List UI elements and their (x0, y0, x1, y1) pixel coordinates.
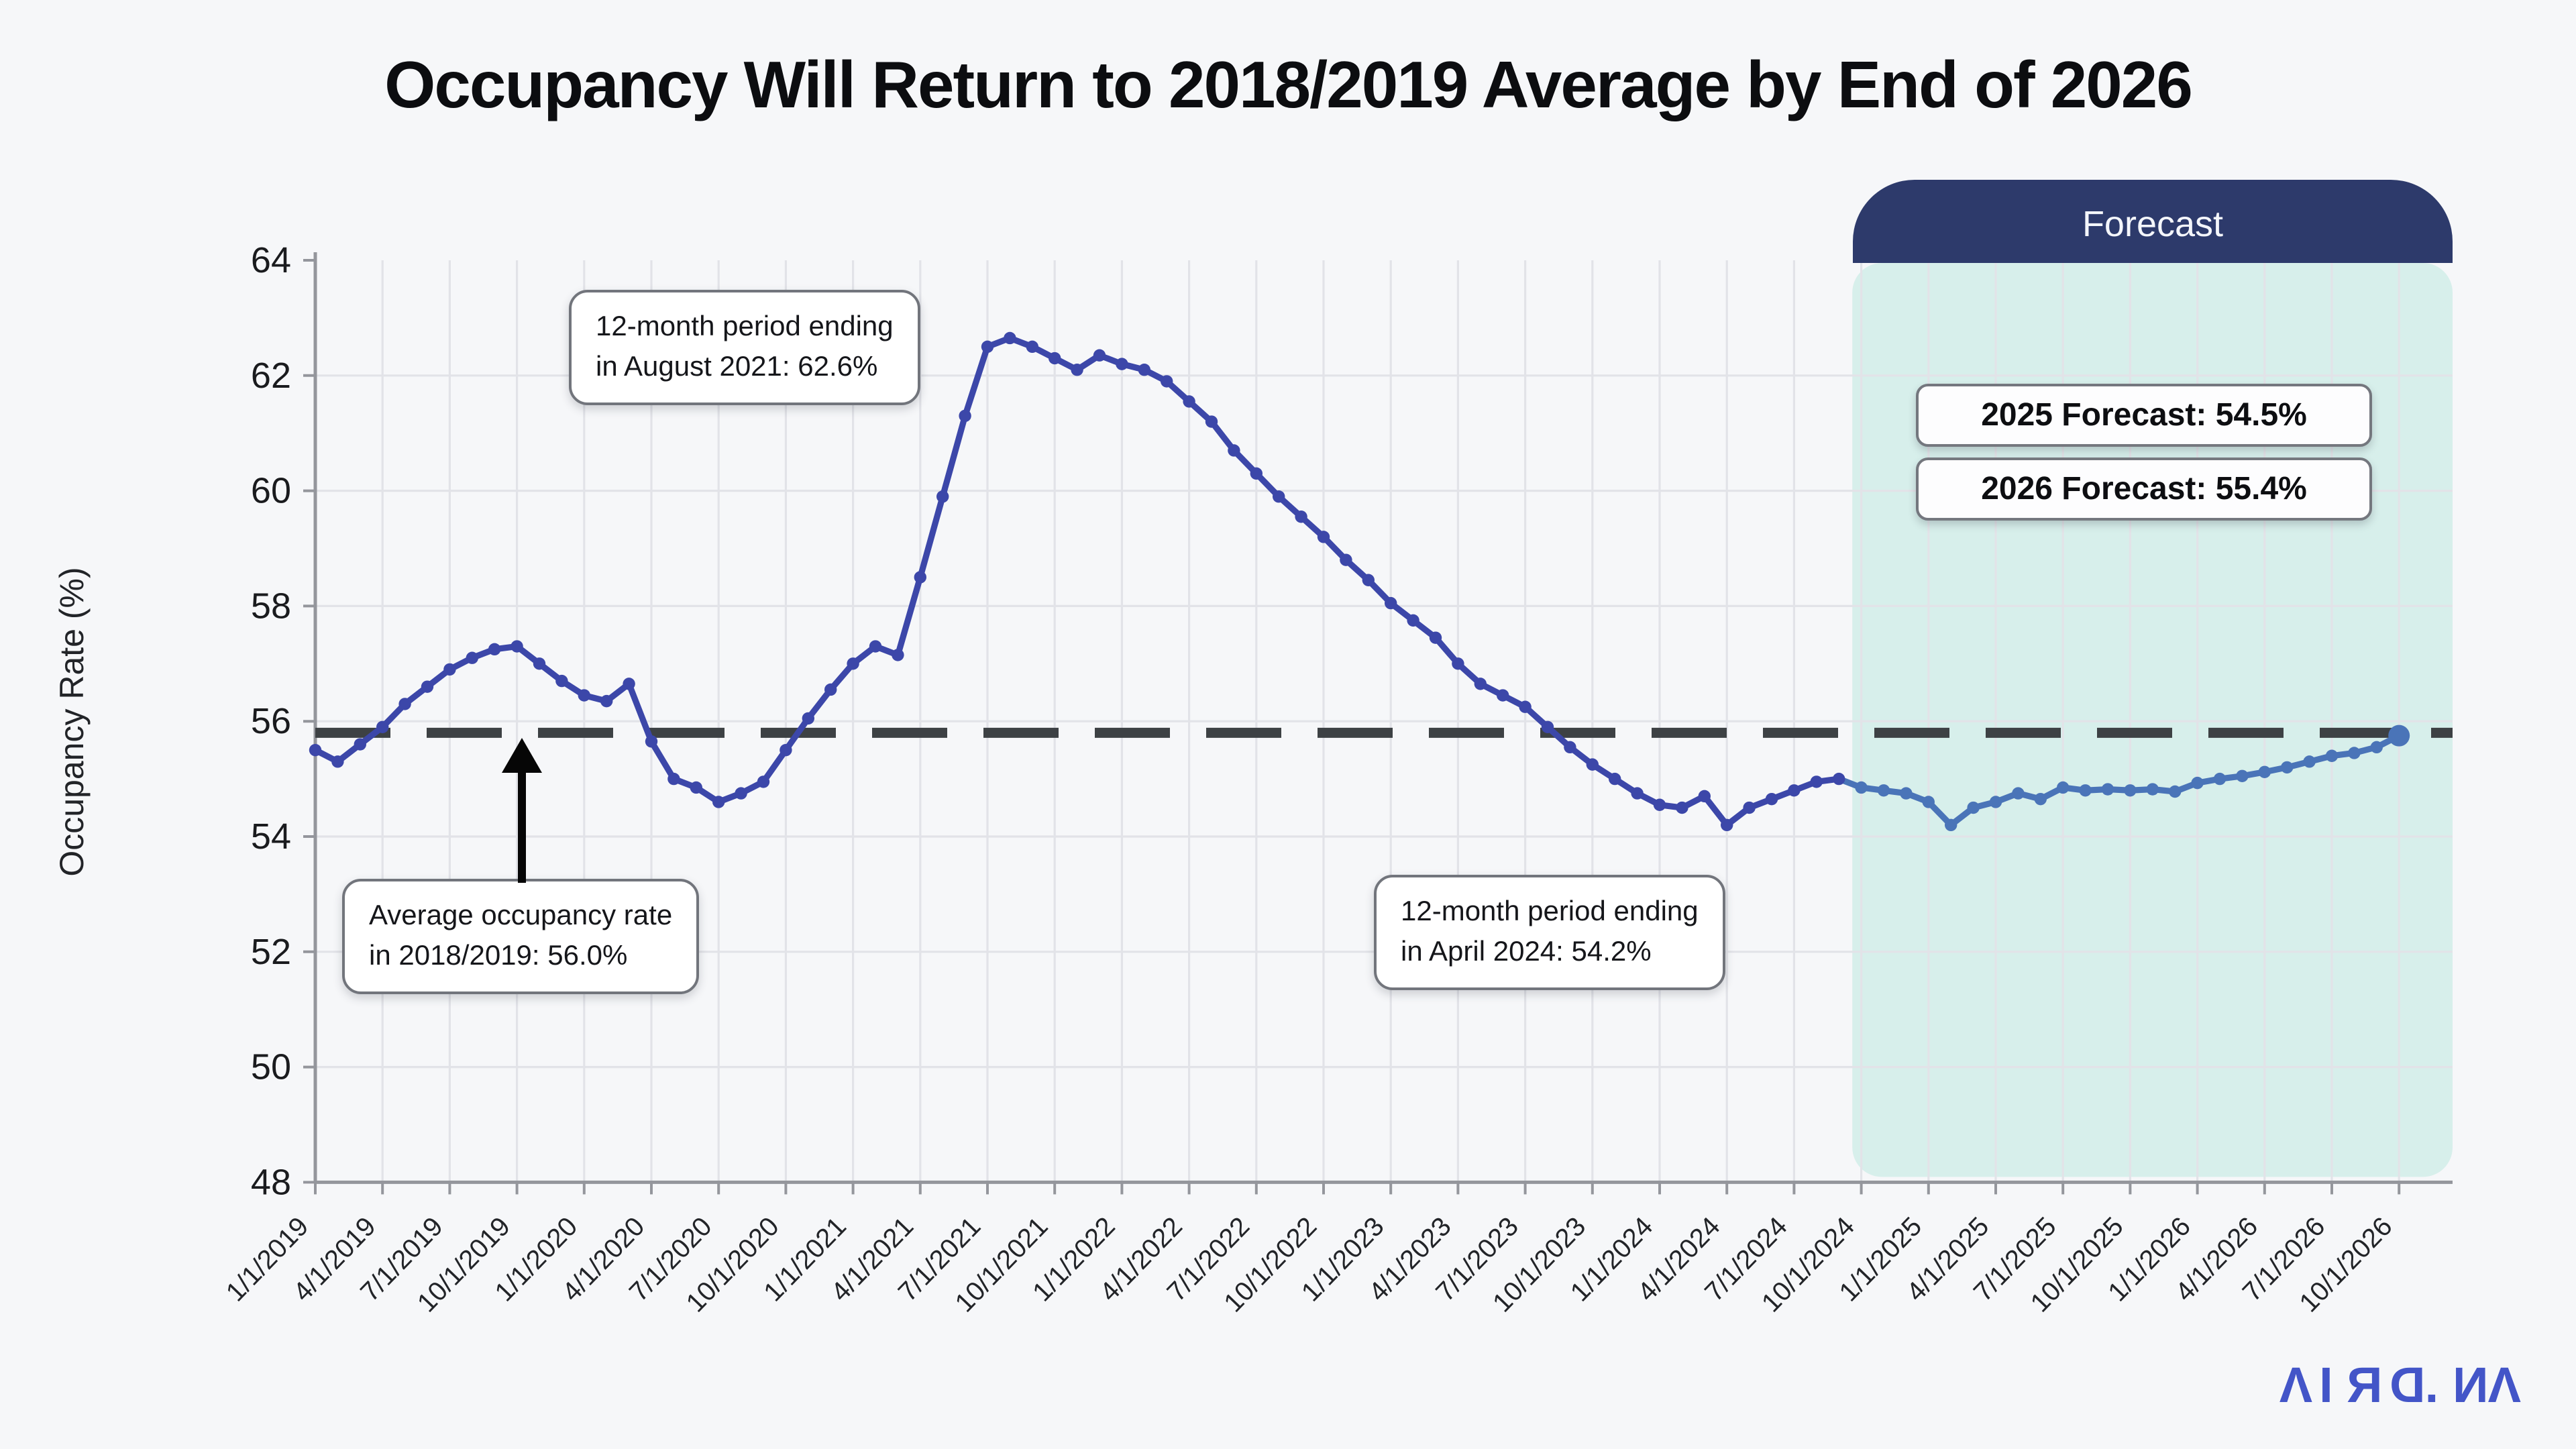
x-axis-tick-labels: 1/1/20194/1/20197/1/201910/1/20191/1/202… (221, 1212, 2398, 1318)
svg-text:56: 56 (251, 701, 291, 741)
average-annotation-arrowhead-icon (502, 738, 542, 773)
svg-text:50: 50 (251, 1047, 291, 1087)
chart-title: Occupancy Will Return to 2018/2019 Avera… (384, 50, 2193, 122)
annotation-peak-2021: 12-month period ending in August 2021: 6… (569, 290, 920, 405)
svg-text:60: 60 (251, 471, 291, 511)
series-end-dot (2388, 724, 2410, 747)
svg-text:48: 48 (251, 1162, 291, 1202)
logo-dot: . (2424, 1358, 2446, 1413)
forecast-banner: Forecast (1853, 180, 2453, 263)
svg-text:52: 52 (251, 932, 291, 972)
average-annotation-arrow (518, 770, 526, 883)
logo-letter: Λ (2279, 1358, 2320, 1413)
y-axis-title: Occupancy Rate (%) (53, 567, 91, 876)
airdna-logo: ΛIRD.NΛ (2279, 1358, 2528, 1414)
logo-letter: Λ (2487, 1358, 2528, 1413)
logo-letter: I (2319, 1358, 2340, 1413)
forecast-banner-label: Forecast (2082, 204, 2224, 244)
svg-text:58: 58 (251, 586, 291, 626)
occupancy-line-actual (313, 335, 1839, 828)
y-axis-tick-labels: 48 50 52 54 56 58 60 62 64 (251, 240, 291, 1202)
logo-letter: N (2445, 1358, 2488, 1413)
annotation-trough-2024: 12-month period ending in April 2024: 54… (1374, 875, 1725, 990)
svg-text:62: 62 (251, 356, 291, 396)
forecast-2026-label: 2026 Forecast: 55.4% (1916, 458, 2372, 521)
svg-text:54: 54 (251, 816, 291, 857)
logo-letter: D (2382, 1358, 2425, 1413)
svg-text:64: 64 (251, 240, 291, 280)
logo-letter: R (2339, 1358, 2383, 1413)
forecast-2025-label: 2025 Forecast: 54.5% (1916, 384, 2372, 447)
data-point-markers (309, 331, 2406, 832)
axes (303, 252, 2453, 1195)
annotation-average-2018-2019: Average occupancy rate in 2018/2019: 56.… (342, 879, 700, 994)
